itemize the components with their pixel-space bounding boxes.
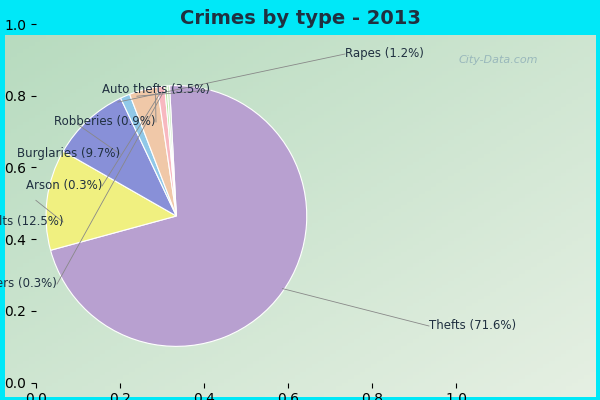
Wedge shape bbox=[157, 86, 176, 216]
Text: Thefts (71.6%): Thefts (71.6%) bbox=[429, 320, 516, 332]
Wedge shape bbox=[167, 86, 176, 216]
Wedge shape bbox=[46, 151, 176, 250]
Wedge shape bbox=[50, 86, 307, 346]
Text: Auto thefts (3.5%): Auto thefts (3.5%) bbox=[102, 84, 210, 96]
Text: Assaults (12.5%): Assaults (12.5%) bbox=[0, 216, 63, 228]
Wedge shape bbox=[121, 94, 176, 216]
Text: City-Data.com: City-Data.com bbox=[458, 55, 538, 65]
Text: Rapes (1.2%): Rapes (1.2%) bbox=[345, 48, 424, 60]
Text: Robberies (0.9%): Robberies (0.9%) bbox=[55, 116, 156, 128]
Text: Murders (0.3%): Murders (0.3%) bbox=[0, 278, 57, 290]
Text: Burglaries (9.7%): Burglaries (9.7%) bbox=[17, 148, 120, 160]
Text: Crimes by type - 2013: Crimes by type - 2013 bbox=[179, 8, 421, 28]
Wedge shape bbox=[130, 87, 176, 216]
Text: Arson (0.3%): Arson (0.3%) bbox=[26, 180, 102, 192]
Wedge shape bbox=[63, 98, 176, 216]
Wedge shape bbox=[164, 86, 176, 216]
